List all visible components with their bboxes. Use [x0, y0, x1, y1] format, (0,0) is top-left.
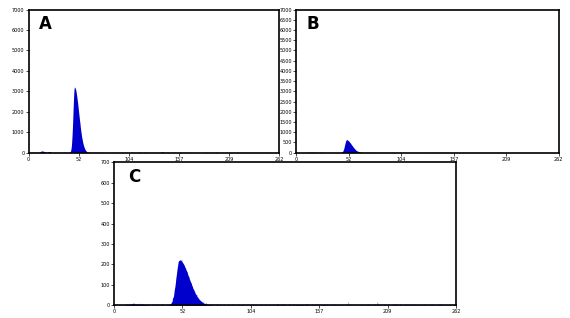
Text: A: A [39, 15, 51, 33]
Text: C: C [128, 168, 140, 186]
Text: B: B [307, 15, 320, 33]
